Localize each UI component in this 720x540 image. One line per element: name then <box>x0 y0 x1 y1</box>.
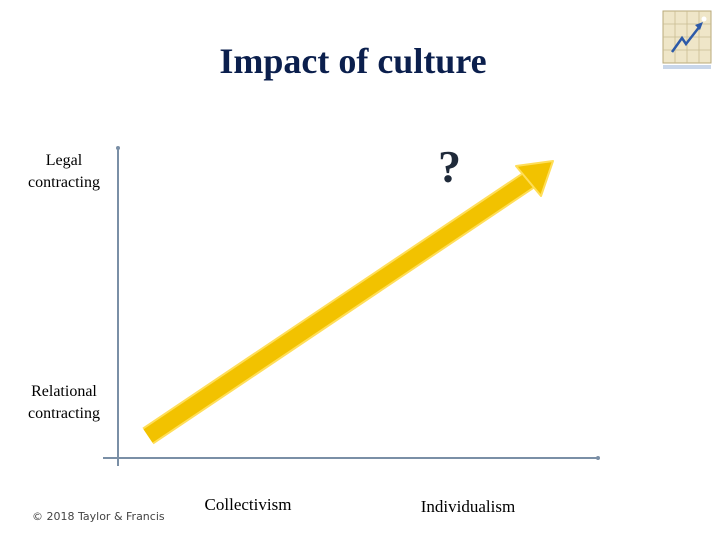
x-axis-left-label: Collectivism <box>204 495 292 514</box>
x-axis-end-dot <box>596 456 600 460</box>
slide-title: Impact of culture <box>219 41 487 81</box>
y-axis-top-label: Legal contracting <box>28 152 100 191</box>
arrow-question-mark: ? <box>438 141 461 192</box>
x-axis-right-label: Individualism <box>420 497 516 516</box>
rising-arrow-grid-logo-icon <box>662 10 712 69</box>
copyright-notice: © 2018 Taylor & Francis <box>32 510 165 523</box>
trend-arrow <box>142 160 554 445</box>
y-axis-bottom-label: Relational contracting <box>28 383 100 422</box>
trend-arrow-head <box>515 160 554 197</box>
y-axis-end-dot <box>116 146 120 150</box>
